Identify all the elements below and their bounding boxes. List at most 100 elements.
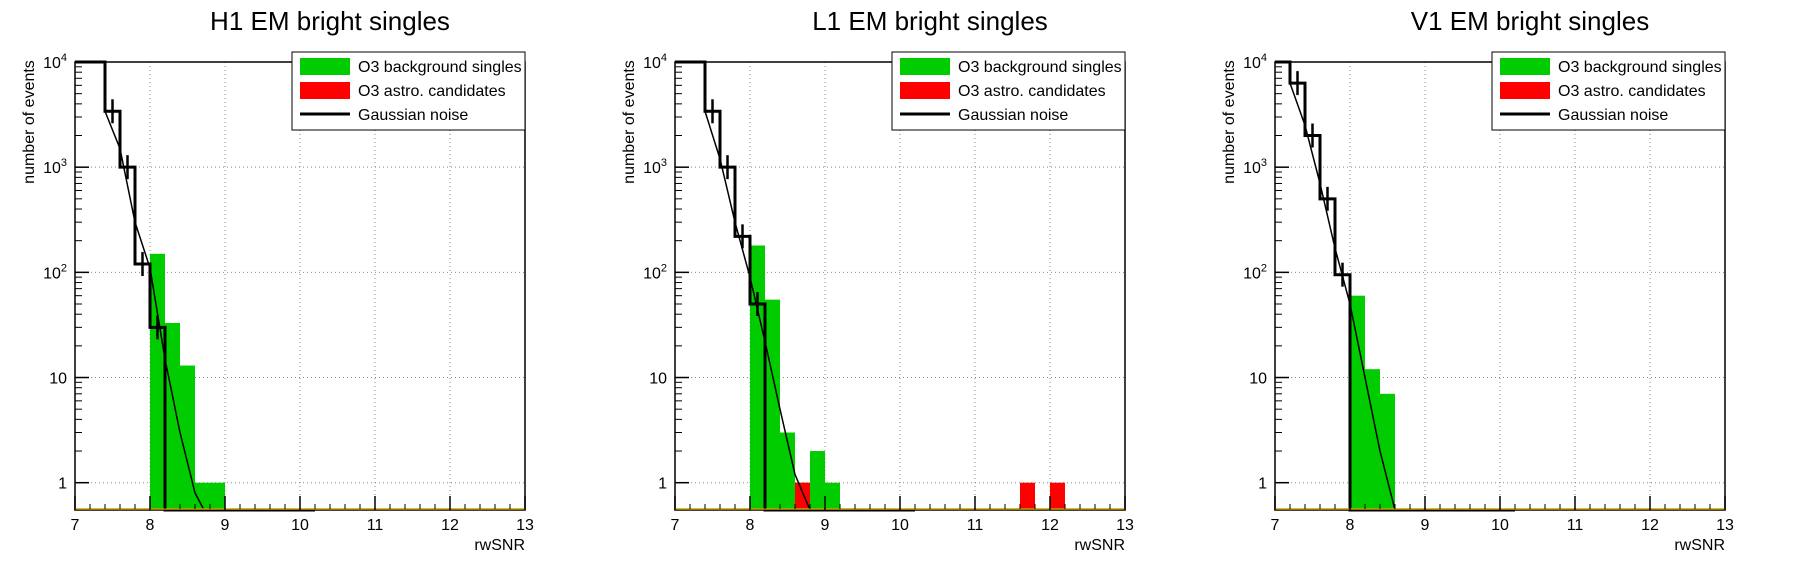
legend: O3 background singles O3 astro. candidate… [891,51,1126,131]
x-tick-label: 11 [367,517,384,534]
x-tick-label: 13 [516,517,534,534]
background-bar [195,482,210,510]
y-tick-label: 103 [43,157,67,177]
x-axis: 7 8 9 10 11 12 13 [1271,496,1734,534]
chart-panel-v1: V1 EM bright singles 7 8 9 10 11 12 13 rwSNR 1 10 1… [1200,0,1798,576]
y-tick-base: 10 [43,265,61,282]
y-axis-label: number of events [21,60,38,184]
candidate-bar [795,482,810,510]
y-tick-exponent: 2 [661,262,667,274]
x-tick-label: 12 [441,517,459,534]
bars [1350,295,1395,510]
y-tick-exponent: 3 [1261,157,1267,169]
chart-title: L1 EM bright singles [812,6,1048,36]
background-bar [1350,295,1365,510]
y-tick-label: 104 [643,52,667,72]
x-tick-label: 11 [967,517,984,534]
x-tick-label: 12 [1041,517,1059,534]
x-tick-label: 9 [1421,517,1430,534]
y-axis-label: number of events [1221,60,1238,184]
x-tick-label: 7 [671,517,680,534]
background-bar [750,245,765,510]
x-tick-label: 8 [746,517,755,534]
y-tick-label: 10 [1249,371,1267,388]
legend-swatch-candidates [300,82,350,99]
y-tick-exponent: 4 [61,52,67,64]
legend-label: O3 background singles [958,59,1122,76]
legend-swatch-background [1500,58,1550,75]
x-tick-label: 8 [146,517,155,534]
legend-label: O3 astro. candidates [958,83,1106,100]
y-tick-label: 102 [43,262,67,282]
background-bar [810,451,825,510]
y-tick-label: 102 [643,262,667,282]
x-axis-label: rwSNR [1074,537,1125,554]
noise-step-line [1275,60,1515,512]
x-tick-label: 10 [291,517,309,534]
background-bar [765,299,780,510]
x-tick-label: 9 [821,517,830,534]
y-tick-base: 10 [1243,160,1261,177]
y-axis-label: number of events [621,60,638,184]
x-tick-label: 10 [891,517,909,534]
chart-panel-l1: L1 EM bright singles 7 8 9 10 11 12 13 rwSNR 1 10 1… [600,0,1199,576]
background-bar [150,253,165,510]
background-bar [180,365,195,510]
legend-swatch-background [900,58,950,75]
x-tick-label: 7 [71,517,80,534]
y-tick-label: 103 [1243,157,1267,177]
legend-label: O3 background singles [358,59,522,76]
y-tick-label: 104 [43,52,67,72]
legend: O3 background singles O3 astro. candidate… [1491,51,1726,131]
candidate-bar [1050,482,1065,510]
x-tick-label: 13 [1716,517,1734,534]
bars [750,245,1065,510]
x-tick-label: 8 [1346,517,1355,534]
y-tick-base: 10 [43,160,61,177]
legend-swatch-candidates [1500,82,1550,99]
background-bar [1365,369,1380,510]
chart-title: V1 EM bright singles [1411,6,1649,36]
legend-label: O3 astro. candidates [1558,83,1706,100]
x-axis-label: rwSNR [1674,537,1725,554]
x-tick-label: 9 [221,517,230,534]
x-tick-label: 13 [1116,517,1134,534]
y-tick-label: 1 [1258,476,1267,493]
y-tick-label: 10 [649,371,667,388]
y-tick-base: 10 [1243,55,1261,72]
y-tick-base: 10 [43,55,61,72]
y-tick-base: 10 [643,160,661,177]
legend: O3 background singles O3 astro. candidate… [291,51,526,131]
y-tick-label: 10 [49,371,67,388]
x-axis: 7 8 9 10 11 12 13 [671,496,1134,534]
y-tick-base: 10 [643,55,661,72]
legend-label: O3 astro. candidates [358,83,506,100]
x-tick-label: 10 [1491,517,1509,534]
legend-swatch-background [300,58,350,75]
legend-label: Gaussian noise [358,107,468,124]
y-tick-exponent: 2 [1261,262,1267,274]
candidate-bar [1020,482,1035,510]
y-tick-exponent: 4 [1261,52,1267,64]
background-bar [1380,393,1395,510]
x-tick-label: 7 [1271,517,1280,534]
legend-label: O3 background singles [1558,59,1722,76]
noise-fit-curve [1289,82,1396,511]
y-tick-label: 1 [658,476,667,493]
y-tick-label: 104 [1243,52,1267,72]
y-tick-base: 10 [643,265,661,282]
x-tick-label: 11 [1567,517,1584,534]
chart-title: H1 EM bright singles [210,6,450,36]
legend-label: Gaussian noise [958,107,1068,124]
y-tick-label: 1 [58,476,67,493]
y-tick-exponent: 4 [661,52,667,64]
y-tick-exponent: 2 [61,262,67,274]
x-tick-label: 12 [1641,517,1659,534]
bars [150,253,225,510]
y-tick-label: 103 [643,157,667,177]
y-tick-exponent: 3 [61,157,67,169]
